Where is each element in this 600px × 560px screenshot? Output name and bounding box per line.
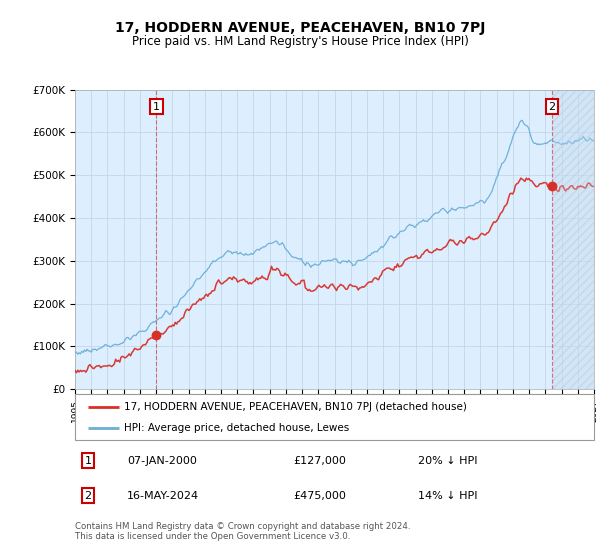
Text: 07-JAN-2000: 07-JAN-2000 bbox=[127, 456, 197, 465]
Point bbox=[152, 330, 161, 339]
Text: HPI: Average price, detached house, Lewes: HPI: Average price, detached house, Lewe… bbox=[124, 423, 350, 433]
Text: Price paid vs. HM Land Registry's House Price Index (HPI): Price paid vs. HM Land Registry's House … bbox=[131, 35, 469, 48]
Text: 17, HODDERN AVENUE, PEACEHAVEN, BN10 7PJ: 17, HODDERN AVENUE, PEACEHAVEN, BN10 7PJ bbox=[115, 21, 485, 35]
Text: 16-MAY-2024: 16-MAY-2024 bbox=[127, 491, 199, 501]
Text: 17, HODDERN AVENUE, PEACEHAVEN, BN10 7PJ (detached house): 17, HODDERN AVENUE, PEACEHAVEN, BN10 7PJ… bbox=[124, 402, 467, 412]
Point bbox=[547, 181, 557, 190]
Text: 1: 1 bbox=[85, 456, 91, 465]
Text: 14% ↓ HPI: 14% ↓ HPI bbox=[418, 491, 477, 501]
Bar bbox=[553, 90, 594, 389]
Text: 1: 1 bbox=[153, 102, 160, 112]
Text: 20% ↓ HPI: 20% ↓ HPI bbox=[418, 456, 477, 465]
Text: Contains HM Land Registry data © Crown copyright and database right 2024.
This d: Contains HM Land Registry data © Crown c… bbox=[75, 522, 410, 542]
Text: 2: 2 bbox=[548, 102, 556, 112]
Text: £475,000: £475,000 bbox=[293, 491, 346, 501]
Text: £127,000: £127,000 bbox=[293, 456, 346, 465]
Text: 2: 2 bbox=[85, 491, 92, 501]
